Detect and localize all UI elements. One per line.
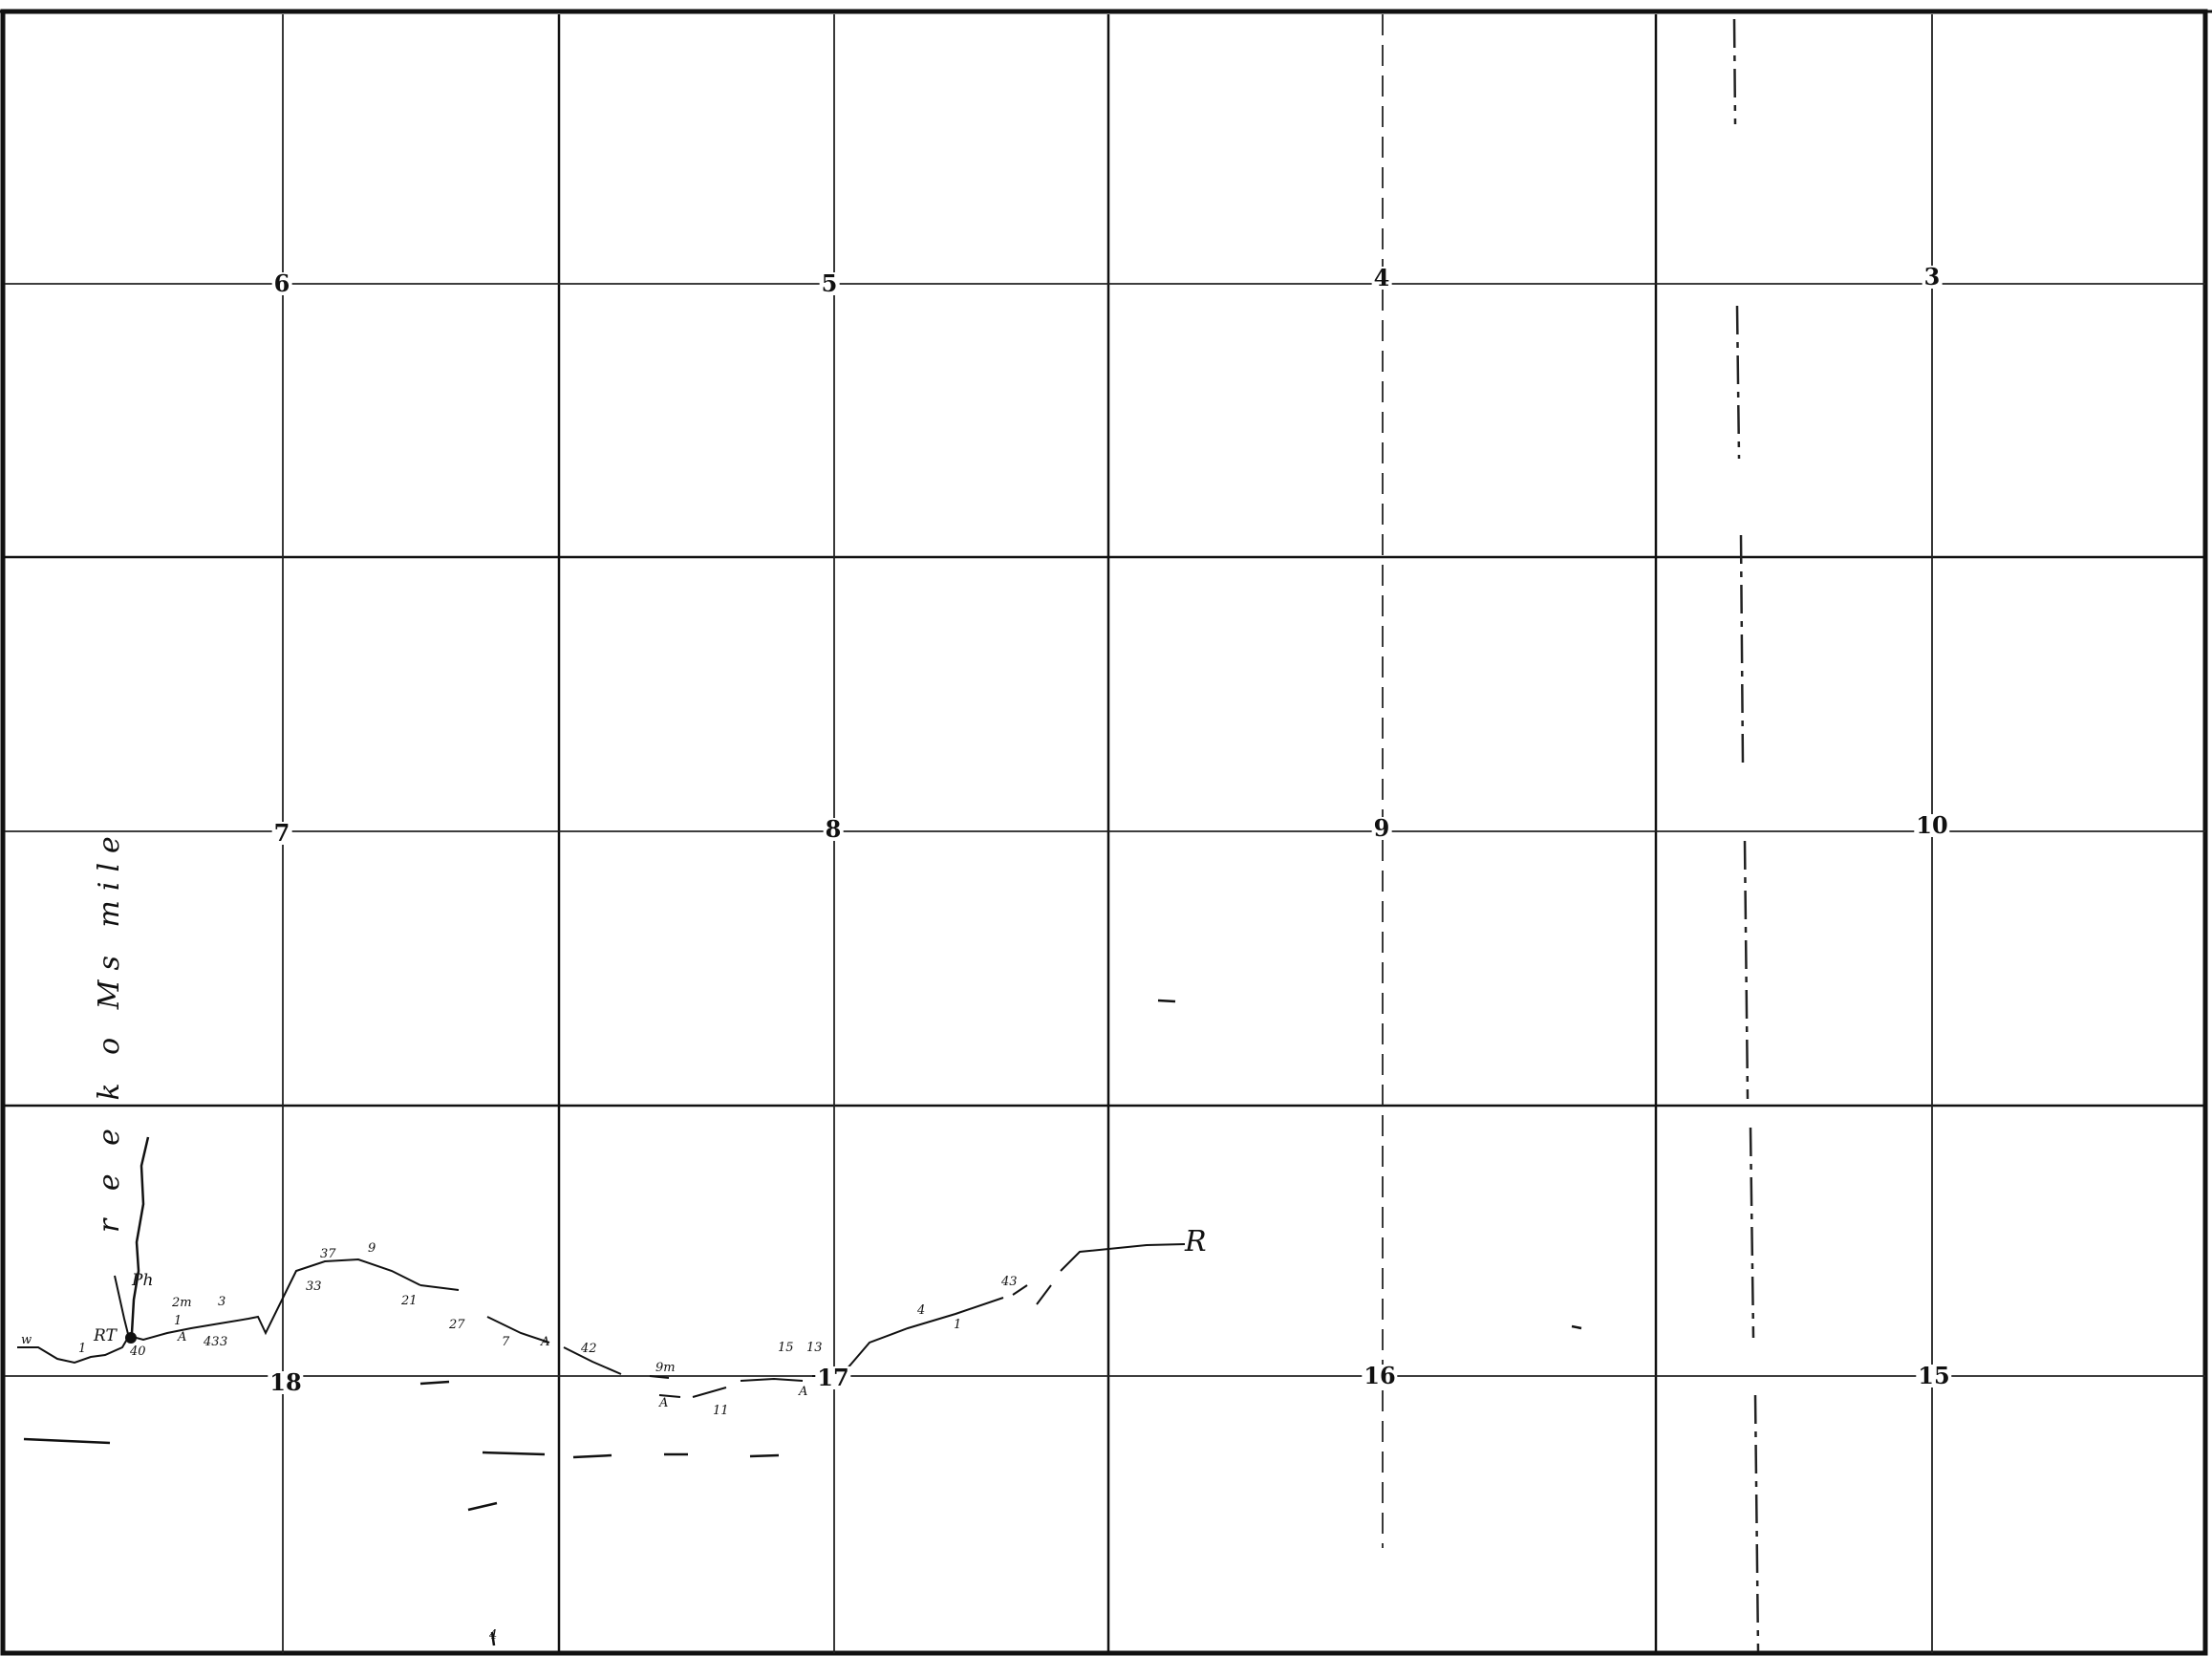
note-4b: 4	[489, 1628, 498, 1643]
section-number-18: 18	[268, 1368, 304, 1396]
note-9: 9	[368, 1241, 376, 1256]
note-21: 21	[401, 1294, 418, 1308]
note-a-1: A	[178, 1330, 187, 1344]
note-11: 11	[713, 1404, 729, 1418]
section-number-9: 9	[1371, 814, 1392, 842]
creek-name-label: r e e k o Ms mile	[93, 827, 126, 1233]
section-number-17: 17	[815, 1364, 851, 1391]
note-4: 4	[917, 1303, 926, 1318]
section-lines	[5, 14, 2205, 1653]
note-42: 42	[581, 1342, 597, 1356]
section-number-4: 4	[1371, 264, 1392, 291]
stray-marks	[23, 999, 1582, 1646]
note-1b: 1	[174, 1314, 183, 1328]
survey-stake-marker	[125, 1332, 137, 1344]
note-w: w	[21, 1333, 32, 1347]
note-13: 13	[806, 1341, 823, 1355]
range-boundary-line	[1732, 18, 1760, 1652]
note-33: 33	[306, 1280, 322, 1294]
note-37: 37	[320, 1247, 336, 1261]
survey-traverse-middle	[419, 1284, 1004, 1398]
note-27: 27	[449, 1318, 465, 1332]
note-3: 3	[220, 1335, 228, 1349]
note-15: 15	[778, 1341, 794, 1355]
note-1: 1	[78, 1342, 87, 1356]
note-7: 7	[502, 1335, 510, 1349]
note-a-2: A	[541, 1335, 550, 1349]
survey-traverse-east	[1012, 1243, 1186, 1305]
note-40: 40	[130, 1344, 146, 1359]
section-number-6: 6	[271, 269, 292, 297]
section-number-8: 8	[823, 815, 844, 843]
note-a-3: A	[799, 1385, 808, 1399]
section-number-10: 10	[1914, 811, 1950, 839]
quarter-section-lines	[5, 14, 2205, 1653]
note-a-4: A	[659, 1396, 669, 1410]
section-number-15: 15	[1916, 1362, 1952, 1389]
survey-traverse-west	[17, 1258, 421, 1365]
section-number-16: 16	[1362, 1362, 1398, 1389]
creek-line	[130, 1136, 150, 1334]
note-43: 43	[204, 1335, 220, 1349]
range-mark-label: R	[1185, 1225, 1207, 1258]
creek-branch	[114, 1275, 130, 1339]
note-2m: 2m	[172, 1296, 192, 1310]
section-number-3: 3	[1922, 263, 1943, 290]
stake-label: RT	[94, 1326, 117, 1345]
note-1c: 1	[954, 1318, 962, 1332]
note-43b: 43	[1001, 1275, 1018, 1289]
note-3b: 3	[218, 1295, 226, 1309]
section-number-7: 7	[271, 819, 292, 847]
creek-prefix-label: Ph	[132, 1271, 154, 1290]
note-9m: 9m	[655, 1361, 676, 1375]
sheet-border	[0, 9, 2208, 1656]
section-number-5: 5	[819, 269, 840, 297]
